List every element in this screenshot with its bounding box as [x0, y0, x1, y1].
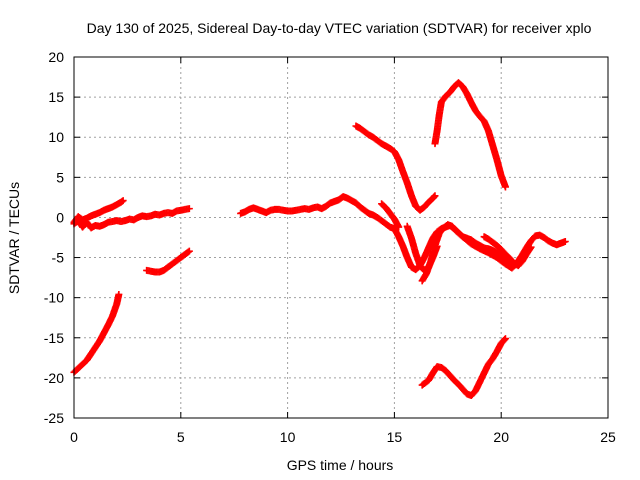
data-point: [184, 248, 192, 256]
grid-lines: [74, 57, 608, 418]
y-tick-label: -15: [44, 330, 64, 346]
y-tick-label: -10: [44, 290, 64, 306]
y-tick-label: -5: [52, 250, 65, 266]
data-point: [115, 290, 123, 298]
x-tick-label: 0: [70, 429, 78, 445]
series-seg-day: [237, 193, 514, 274]
y-tick-label: -20: [44, 370, 64, 386]
series-seg-mid-low: [143, 247, 193, 276]
data-points: [70, 79, 569, 400]
data-point: [118, 197, 126, 205]
series-seg-upper-mid: [352, 122, 439, 214]
x-tick-label: 15: [387, 429, 403, 445]
y-tick-label: 0: [56, 209, 64, 225]
y-tick-label: -25: [44, 410, 64, 426]
series-seg-early-high: [70, 197, 127, 226]
series-seg-rise-dip: [418, 221, 569, 285]
y-tick-label: 15: [48, 89, 64, 105]
chart-title: Day 130 of 2025, Sidereal Day-to-day VTE…: [87, 20, 592, 36]
y-tick-label: 5: [56, 169, 64, 185]
x-axis-label: GPS time / hours: [287, 457, 394, 473]
plot-frame: [73, 56, 609, 419]
x-tick-labels: 0 5 10 15 20 25: [70, 429, 616, 445]
y-axis-label: SDTVAR / TECUs: [6, 182, 22, 294]
data-point: [501, 335, 509, 343]
data-point: [501, 183, 509, 191]
x-tick-label: 5: [177, 429, 185, 445]
data-point: [501, 336, 509, 344]
y-tick-labels: -25 -20 -15 -10 -5 0 5 10 15 20: [44, 49, 64, 426]
x-tick-label: 10: [280, 429, 296, 445]
data-point: [185, 205, 193, 213]
data-point: [119, 197, 127, 205]
data-point: [527, 243, 535, 251]
data-point: [561, 238, 569, 246]
series-seg-tail-dip: [480, 233, 535, 270]
data-point: [433, 242, 441, 250]
x-tick-label: 25: [600, 429, 616, 445]
data-point: [395, 223, 403, 231]
x-tick-label: 20: [493, 429, 509, 445]
series-seg-dual-rise: [403, 222, 441, 274]
data-point: [185, 247, 193, 255]
series-seg-bump: [378, 200, 403, 231]
y-tick-label: 10: [48, 129, 64, 145]
data-point: [431, 192, 439, 200]
series-seg-bottom: [418, 335, 509, 400]
axis-ticks: [73, 56, 609, 419]
series-seg-peak: [431, 79, 509, 191]
y-tick-label: 20: [48, 49, 64, 65]
series-seg-early-drop: [70, 290, 123, 376]
